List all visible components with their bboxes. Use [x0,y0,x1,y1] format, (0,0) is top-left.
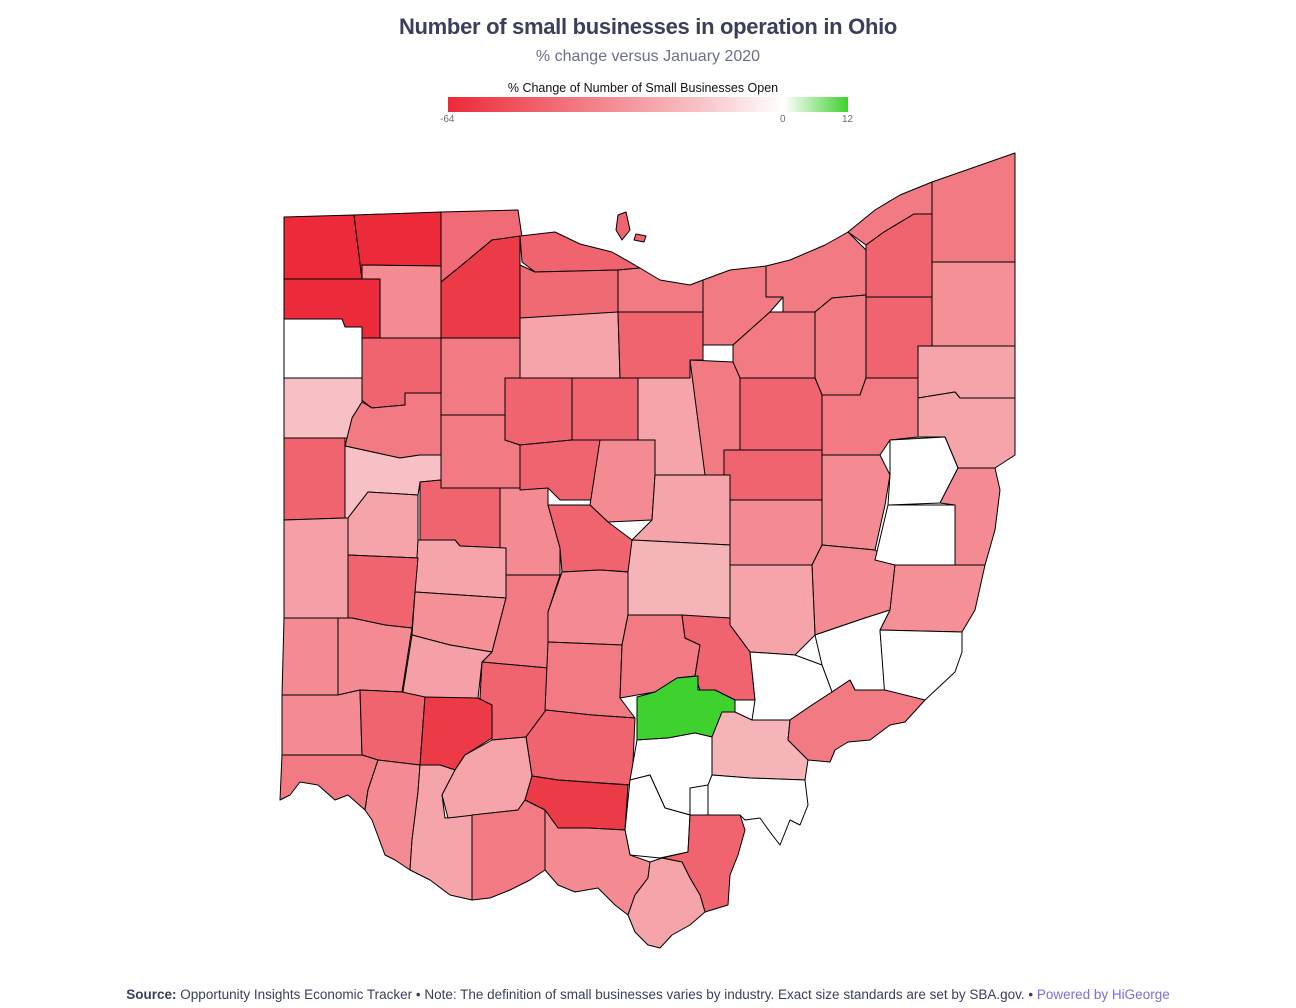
source-text: Opportunity Insights Economic Tracker • … [176,987,1037,1002]
county-hamilton[interactable] [279,754,379,811]
county-shelby[interactable] [347,491,419,559]
source-footer: Source: Opportunity Insights Economic Tr… [0,987,1296,1002]
county-montgomery[interactable] [337,617,413,696]
county-paulding[interactable] [283,318,363,379]
county-sandusky[interactable] [519,264,619,319]
county-erie[interactable] [617,267,704,313]
county-warren[interactable] [359,689,426,766]
county-crawford[interactable] [571,377,639,441]
county-ottawa-islands[interactable] [615,211,631,241]
county-morrow[interactable] [589,439,656,523]
county-belmont-east[interactable] [879,629,963,701]
county-mahoning[interactable] [917,345,1016,399]
county-ross[interactable] [525,709,636,786]
county-wyandot[interactable] [504,377,573,446]
legend-color-bar [448,97,848,112]
legend-min-label: -64 [440,114,455,125]
county-trumbull[interactable] [931,261,1016,347]
county-guernsey[interactable] [879,564,986,633]
county-ashtabula[interactable] [931,152,1016,263]
chart-subtitle: % change versus January 2020 [535,48,761,65]
county-carroll[interactable] [821,454,891,551]
county-seneca[interactable] [519,311,621,379]
county-preble[interactable] [281,617,339,696]
county-coshocton[interactable] [729,499,823,566]
county-mercer[interactable] [283,437,346,521]
legend-title: % Change of Number of Small Businesses O… [507,81,779,95]
county-marion[interactable] [519,439,601,501]
legend-zero-label: 0 [780,114,786,125]
county-darke[interactable] [283,517,349,619]
county-harrison[interactable] [874,504,956,566]
county-adams[interactable] [471,799,546,901]
chart-title: Number of small businesses in operation … [398,14,898,39]
powered-by-link[interactable]: Powered by HiGeorge [1036,987,1170,1002]
county-ottawa-isle2[interactable] [633,233,647,243]
county-lawrence[interactable] [627,857,706,949]
county-columbiana[interactable] [917,391,1016,469]
county-butler[interactable] [281,689,363,756]
county-wayne[interactable] [739,377,823,451]
county-washington[interactable] [787,679,926,763]
ohio-county-map [279,152,1016,949]
legend-max-label: 12 [842,114,854,125]
county-miami[interactable] [347,554,419,629]
county-champaign[interactable] [414,539,507,599]
source-label: Source: [126,987,177,1002]
county-logan[interactable] [419,479,501,549]
county-union[interactable] [499,487,561,576]
county-holmes[interactable] [723,449,823,501]
county-franklin[interactable] [547,569,629,646]
county-licking[interactable] [627,539,731,619]
county-summit[interactable] [814,294,867,396]
county-williams[interactable] [283,214,363,280]
